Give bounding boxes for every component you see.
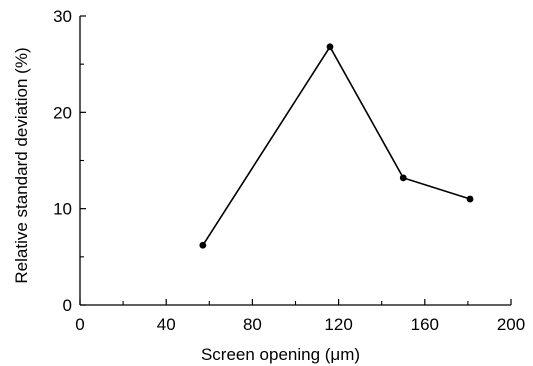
y-ticks: 0 10 20 30	[53, 7, 86, 315]
data-point	[326, 43, 334, 51]
x-ticks: 0 40 80 120 160 200	[75, 299, 525, 334]
x-tick-label: 40	[157, 315, 176, 334]
y-tick-label: 30	[53, 7, 72, 26]
series-line	[202, 45, 471, 246]
y-axis-title: Relative standard deviation (%)	[12, 47, 31, 283]
x-axis-title: Screen opening (μm)	[201, 345, 360, 364]
x-tick-label: 80	[243, 315, 262, 334]
data-point	[399, 174, 407, 182]
axes: 0 40 80 120 160 200 0 10 20 30	[53, 7, 525, 334]
y-tick-label: 20	[53, 103, 72, 122]
x-tick-label: 200	[497, 315, 525, 334]
x-tick-label: 120	[324, 315, 352, 334]
data-point	[199, 241, 207, 249]
y-tick-label: 0	[63, 296, 72, 315]
x-tick-label: 0	[75, 315, 84, 334]
data-point	[466, 195, 474, 203]
x-tick-label: 160	[411, 315, 439, 334]
series-layer	[199, 43, 474, 249]
y-tick-label: 10	[53, 200, 72, 219]
